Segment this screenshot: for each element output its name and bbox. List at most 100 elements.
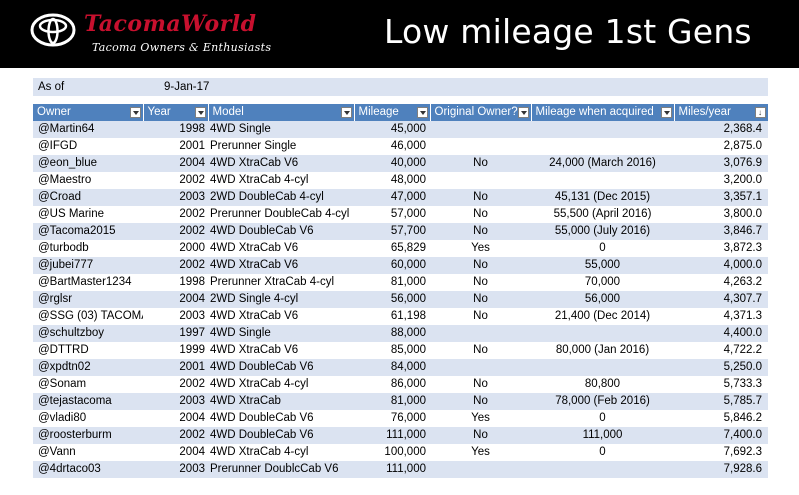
cell-mileage-acquired[interactable]: 80,800 [531,376,674,393]
cell-original-owner[interactable]: No [430,376,531,393]
cell-mileage-acquired[interactable]: 55,000 [531,257,674,274]
cell-miles-per-year[interactable]: 4,400.0 [674,325,768,342]
cell-original-owner[interactable]: No [430,291,531,308]
cell-original-owner[interactable]: No [430,427,531,444]
cell-mileage[interactable]: 60,000 [354,257,430,274]
cell-year[interactable]: 2004 [143,444,208,461]
cell-original-owner[interactable] [430,461,531,478]
cell-original-owner[interactable]: Yes [430,410,531,427]
cell-model[interactable]: 4WD DoubleCab V6 [208,223,354,240]
cell-mileage[interactable]: 65,829 [354,240,430,257]
cell-model[interactable]: 2WD DoubleCab 4-cyl [208,189,354,206]
cell-model[interactable]: Prerunner Single [208,138,354,155]
cell-mileage-acquired[interactable]: 0 [531,240,674,257]
cell-year[interactable]: 2002 [143,206,208,223]
cell-mileage[interactable]: 46,000 [354,138,430,155]
cell-miles-per-year[interactable]: 3,800.0 [674,206,768,223]
cell-model[interactable]: 4WD Single [208,325,354,342]
cell-year[interactable]: 2004 [143,291,208,308]
cell-mileage[interactable]: 57,700 [354,223,430,240]
cell-year[interactable]: 2000 [143,240,208,257]
cell-model[interactable]: Prerunner DoubleCab 4-cyl [208,206,354,223]
cell-mileage[interactable]: 45,000 [354,121,430,138]
cell-owner[interactable]: @xpdtn02 [33,359,143,376]
cell-original-owner[interactable]: No [430,393,531,410]
cell-year[interactable]: 1997 [143,325,208,342]
cell-year[interactable]: 2004 [143,155,208,172]
filter-dropdown-icon[interactable] [416,107,428,118]
cell-mileage[interactable]: 86,000 [354,376,430,393]
cell-mileage[interactable]: 61,198 [354,308,430,325]
cell-year[interactable]: 1999 [143,342,208,359]
cell-original-owner[interactable]: Yes [430,444,531,461]
cell-year[interactable]: 2002 [143,223,208,240]
cell-mileage[interactable]: 100,000 [354,444,430,461]
cell-original-owner[interactable]: No [430,155,531,172]
cell-owner[interactable]: @vladi80 [33,410,143,427]
cell-mileage-acquired[interactable]: 0 [531,444,674,461]
cell-mileage-acquired[interactable]: 0 [531,410,674,427]
filter-dropdown-icon[interactable] [340,107,352,118]
cell-mileage-acquired[interactable]: 56,000 [531,291,674,308]
cell-owner[interactable]: @Croad [33,189,143,206]
cell-year[interactable]: 2003 [143,393,208,410]
cell-original-owner[interactable]: No [430,223,531,240]
cell-mileage[interactable]: 47,000 [354,189,430,206]
cell-miles-per-year[interactable]: 7,928.6 [674,461,768,478]
cell-mileage[interactable]: 40,000 [354,155,430,172]
cell-miles-per-year[interactable]: 5,250.0 [674,359,768,376]
cell-owner[interactable]: @turbodb [33,240,143,257]
cell-miles-per-year[interactable]: 3,357.1 [674,189,768,206]
cell-mileage-acquired[interactable]: 21,400 (Dec 2014) [531,308,674,325]
cell-miles-per-year[interactable]: 3,076.9 [674,155,768,172]
cell-miles-per-year[interactable]: 4,307.7 [674,291,768,308]
column-header-mileage-acquired[interactable]: Mileage when acquired [531,104,675,121]
cell-year[interactable]: 2002 [143,172,208,189]
cell-mileage[interactable]: 81,000 [354,393,430,410]
column-header-model[interactable]: Model [208,104,355,121]
cell-original-owner[interactable]: Yes [430,240,531,257]
cell-original-owner[interactable] [430,121,531,138]
cell-original-owner[interactable]: No [430,206,531,223]
cell-owner[interactable]: @rglsr [33,291,143,308]
cell-original-owner[interactable]: No [430,274,531,291]
cell-mileage-acquired[interactable]: 45,131 (Dec 2015) [531,189,674,206]
cell-mileage-acquired[interactable]: 111,000 [531,427,674,444]
cell-miles-per-year[interactable]: 3,200.0 [674,172,768,189]
cell-mileage[interactable]: 48,000 [354,172,430,189]
cell-owner[interactable]: @SSG (03) TACOMA [33,308,143,325]
cell-miles-per-year[interactable]: 4,000.0 [674,257,768,274]
cell-model[interactable]: 4WD DoubleCab V6 [208,410,354,427]
cell-mileage-acquired[interactable] [531,172,674,189]
cell-original-owner[interactable] [430,138,531,155]
cell-mileage-acquired[interactable] [531,461,674,478]
cell-mileage-acquired[interactable] [531,138,674,155]
cell-mileage[interactable]: 111,000 [354,427,430,444]
cell-miles-per-year[interactable]: 2,368.4 [674,121,768,138]
cell-year[interactable]: 2003 [143,461,208,478]
cell-original-owner[interactable] [430,359,531,376]
cell-model[interactable]: 4WD XtraCab V6 [208,257,354,274]
cell-model[interactable]: 4WD XtraCab V6 [208,342,354,359]
cell-model[interactable]: 4WD XtraCab V6 [208,240,354,257]
cell-year[interactable]: 2001 [143,138,208,155]
cell-owner[interactable]: @US Marine [33,206,143,223]
column-header-miles-per-year[interactable]: Miles/year ↓ [674,104,769,121]
cell-miles-per-year[interactable]: 4,371.3 [674,308,768,325]
cell-year[interactable]: 1998 [143,274,208,291]
cell-year[interactable]: 2002 [143,257,208,274]
column-header-owner[interactable]: Owner [33,104,144,121]
cell-original-owner[interactable]: No [430,342,531,359]
cell-mileage-acquired[interactable]: 78,000 (Feb 2016) [531,393,674,410]
cell-model[interactable]: Prerunner DoublcCab V6 [208,461,354,478]
cell-year[interactable]: 1998 [143,121,208,138]
cell-year[interactable]: 2003 [143,308,208,325]
cell-miles-per-year[interactable]: 4,263.2 [674,274,768,291]
cell-mileage-acquired[interactable]: 55,000 (July 2016) [531,223,674,240]
cell-miles-per-year[interactable]: 4,722.2 [674,342,768,359]
cell-miles-per-year[interactable]: 7,692.3 [674,444,768,461]
cell-mileage-acquired[interactable] [531,359,674,376]
cell-model[interactable]: 4WD XtraCab V6 [208,155,354,172]
cell-mileage-acquired[interactable]: 70,000 [531,274,674,291]
cell-mileage[interactable]: 81,000 [354,274,430,291]
